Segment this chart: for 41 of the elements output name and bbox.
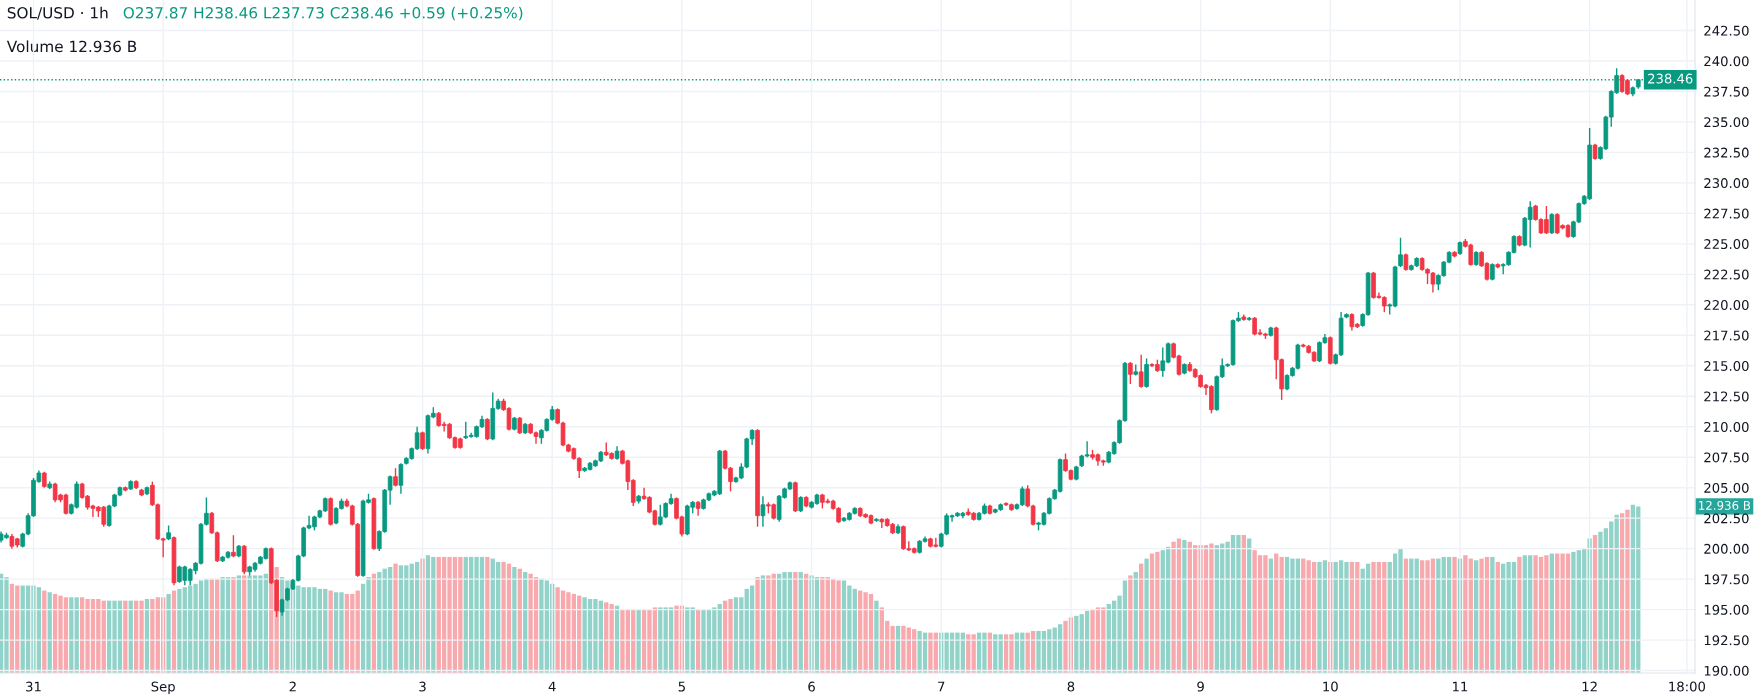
ref-line-label: 238.46	[1648, 73, 1693, 84]
y-tick-label: 190.00	[1704, 665, 1749, 676]
chart-title: Volume 12.936 B	[6, 40, 137, 53]
y-tick-label: 210.00	[1704, 421, 1749, 432]
text: 12.936 B	[1699, 500, 1751, 510]
chart-title: SOL/USD · 1h	[7, 6, 108, 20]
y-tick-label: 207.50	[1704, 452, 1749, 463]
x-tick-label: 2	[289, 681, 296, 692]
x-tick-label: 6	[808, 681, 815, 692]
x-tick-label: 5	[678, 681, 685, 692]
y-tick-label: 212.50	[1704, 391, 1749, 402]
y-tick-label: 200.00	[1704, 543, 1749, 554]
y-tick-label: 220.00	[1704, 300, 1749, 310]
y-tick-label: 217.50	[1704, 330, 1749, 341]
x-tick-label: 18:00	[1669, 681, 1706, 692]
x-tick-label: 31	[26, 681, 41, 692]
y-tick-label: 202.50	[1704, 513, 1749, 524]
x-tick-label: 7	[938, 681, 945, 692]
y-tick-label: 242.50	[1704, 25, 1749, 36]
x-tick-label: 4	[548, 681, 556, 692]
x-tick-label: 12	[1582, 681, 1597, 692]
y-tick-label: 222.50	[1704, 269, 1749, 280]
chart-subtitle: O237.87 H238.46 L237.73 C238.46 +0.59 (+0.25%)	[123, 6, 523, 21]
y-tick-label: 225.00	[1704, 239, 1749, 250]
y-tick-label: 230.00	[1704, 178, 1749, 189]
x-tick-label: Sep	[151, 681, 175, 695]
x-tick-label: 10	[1323, 681, 1338, 692]
y-tick-label: 240.00	[1704, 56, 1749, 67]
y-tick-label: 227.50	[1704, 208, 1749, 219]
y-tick-label: 192.50	[1704, 635, 1749, 646]
y-tick-label: 235.00	[1704, 117, 1749, 128]
y-tick-label: 205.00	[1704, 482, 1749, 493]
x-tick-label: 3	[419, 681, 426, 692]
x-tick-label: 9	[1197, 681, 1204, 692]
y-tick-label: 215.00	[1704, 360, 1749, 371]
x-tick-label: 8	[1067, 681, 1075, 692]
y-tick-label: 195.00	[1704, 604, 1749, 615]
y-tick-label: 232.50	[1704, 147, 1749, 158]
y-tick-label: 197.50	[1704, 574, 1749, 585]
x-tick-label: 11	[1453, 681, 1468, 692]
y-tick-label: 237.50	[1704, 86, 1749, 97]
